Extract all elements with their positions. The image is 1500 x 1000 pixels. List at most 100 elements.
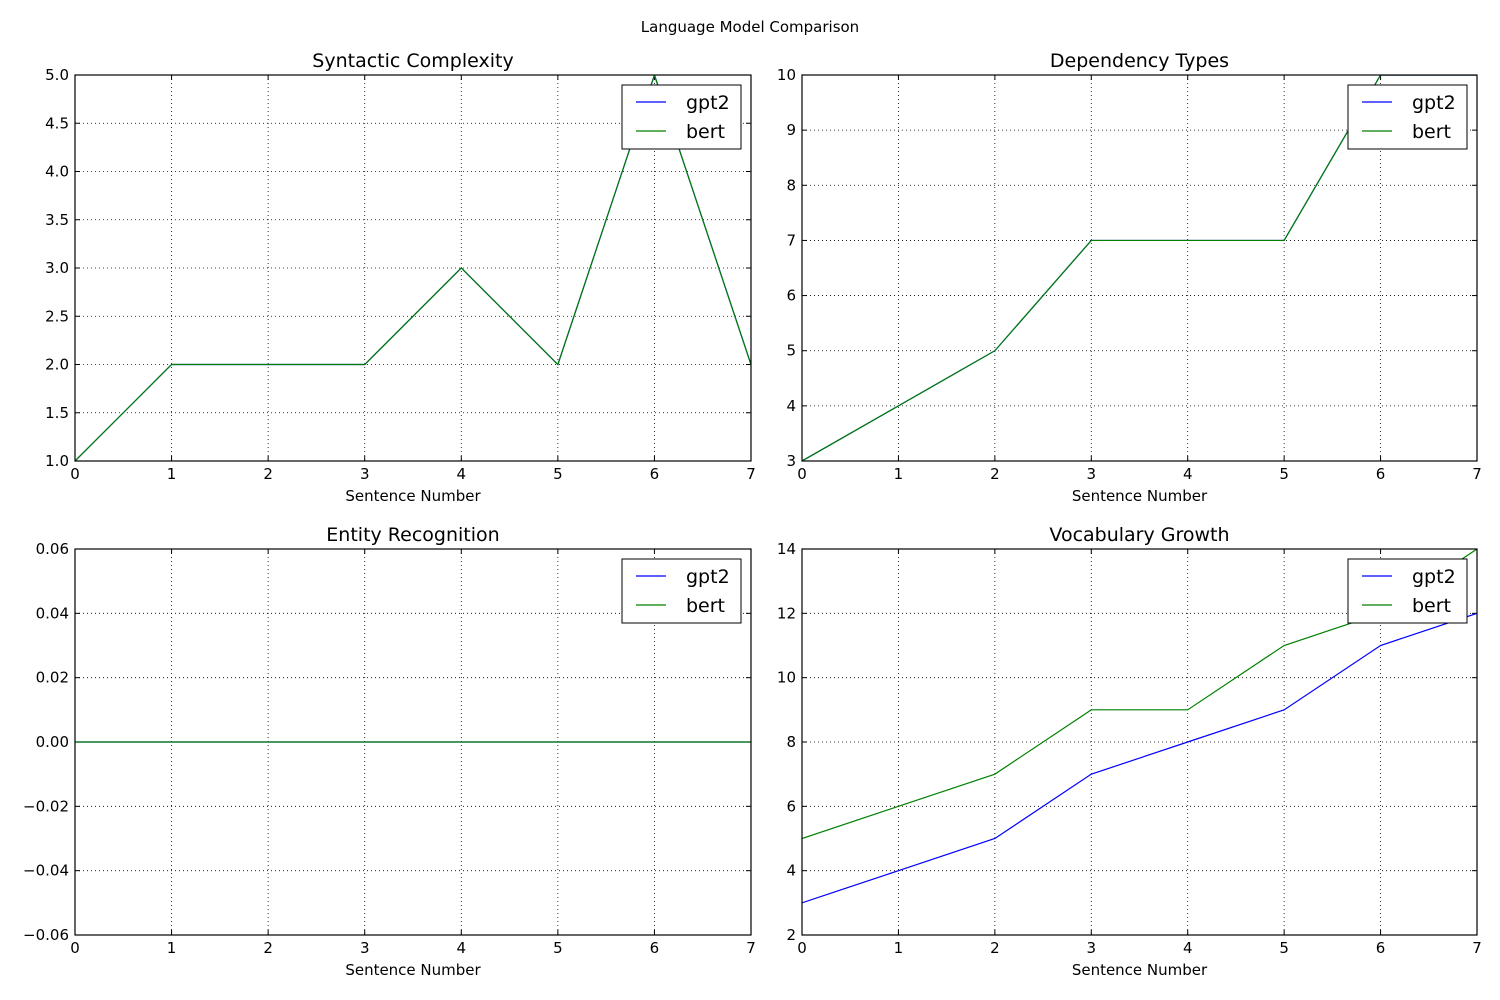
x-tick-label: 5	[553, 465, 563, 483]
series-line-gpt2	[802, 612, 1477, 904]
y-tick-label: 0.06	[36, 540, 69, 558]
x-tick-label: 3	[1087, 939, 1097, 957]
legend-box	[621, 84, 742, 150]
plot-frame	[74, 74, 752, 462]
legend-box	[1347, 558, 1468, 624]
legend: gpt2 bert	[621, 558, 742, 624]
y-tick-label: 12	[777, 604, 796, 622]
y-tick-label: 10	[777, 669, 796, 687]
x-axis-label: Sentence Number	[345, 487, 481, 505]
x-tick-label: 5	[1279, 465, 1289, 483]
x-tick-label: 6	[650, 465, 660, 483]
x-tick-label: 4	[457, 465, 467, 483]
plot-frame	[801, 548, 1478, 936]
x-axis-label: Sentence Number	[1072, 487, 1208, 505]
x-tick-label: 1	[167, 465, 177, 483]
legend-label: gpt2	[686, 92, 730, 114]
y-tick-label: 5.0	[45, 66, 69, 84]
y-tick-label: 8	[786, 733, 796, 751]
legend-label: bert	[686, 595, 725, 617]
y-tick-label: −0.06	[23, 926, 69, 944]
plot-frame	[74, 548, 752, 936]
x-tick-label: 2	[990, 939, 1000, 957]
legend: gpt2 bert	[1347, 84, 1468, 150]
y-tick-label: 2	[786, 926, 796, 944]
x-tick-label: 4	[1183, 465, 1193, 483]
y-tick-label: 2.5	[45, 307, 69, 325]
plot-frame	[801, 74, 1478, 462]
subplot-title: Entity Recognition	[326, 524, 499, 546]
legend-label: gpt2	[686, 566, 730, 588]
subplot-title: Dependency Types	[1050, 50, 1229, 72]
x-tick-label: 7	[1472, 939, 1482, 957]
y-tick-label: −0.02	[23, 797, 69, 815]
y-tick-label: 3	[786, 452, 796, 470]
y-tick-label: 7	[786, 231, 796, 249]
y-tick-label: 4.5	[45, 114, 69, 132]
subplot-title: Vocabulary Growth	[1049, 524, 1229, 546]
x-tick-label: 1	[894, 939, 904, 957]
x-tick-label: 0	[70, 939, 80, 957]
legend: gpt2 bert	[621, 84, 742, 150]
y-tick-label: 2.0	[45, 356, 69, 374]
y-tick-label: 9	[786, 121, 796, 139]
x-tick-label: 2	[263, 465, 273, 483]
legend-box	[1347, 84, 1468, 150]
x-tick-label: 2	[990, 465, 1000, 483]
x-tick-label: 7	[746, 465, 756, 483]
legend-label: gpt2	[1412, 92, 1456, 114]
x-tick-label: 7	[746, 939, 756, 957]
y-tick-label: 6	[786, 797, 796, 815]
y-tick-label: 0.00	[36, 733, 69, 751]
figure-title: Language Model Comparison	[641, 18, 859, 36]
x-axis-label: Sentence Number	[345, 961, 481, 979]
x-tick-label: 1	[894, 465, 904, 483]
x-tick-label: 6	[1376, 465, 1386, 483]
x-tick-label: 3	[1087, 465, 1097, 483]
subplot-title: Syntactic Complexity	[312, 50, 513, 72]
y-tick-label: −0.04	[23, 862, 69, 880]
y-tick-label: 14	[777, 540, 796, 558]
x-tick-label: 0	[797, 465, 807, 483]
x-tick-label: 2	[263, 939, 273, 957]
legend-label: bert	[1412, 595, 1451, 617]
x-tick-label: 4	[457, 939, 467, 957]
y-tick-label: 0.04	[36, 604, 69, 622]
y-tick-label: 4.0	[45, 163, 69, 181]
x-tick-label: 5	[1279, 939, 1289, 957]
y-tick-label: 4	[786, 397, 796, 415]
y-tick-label: 1.0	[45, 452, 69, 470]
y-tick-label: 1.5	[45, 404, 69, 422]
y-tick-label: 8	[786, 176, 796, 194]
x-tick-label: 0	[797, 939, 807, 957]
y-tick-label: 5	[786, 342, 796, 360]
x-axis-label: Sentence Number	[1072, 961, 1208, 979]
x-tick-label: 3	[360, 939, 370, 957]
y-tick-label: 6	[786, 287, 796, 305]
x-tick-label: 5	[553, 939, 563, 957]
x-tick-label: 4	[1183, 939, 1193, 957]
x-tick-label: 7	[1472, 465, 1482, 483]
y-tick-label: 10	[777, 66, 796, 84]
subplot-1: Syntactic Complexity 0 1 2 3 4 5 6 7 1.0 1.5 2.0 2.5…	[45, 50, 756, 505]
legend: gpt2 bert	[1347, 558, 1468, 624]
legend-label: bert	[686, 121, 725, 143]
y-tick-label: 4	[786, 862, 796, 880]
x-tick-label: 6	[1376, 939, 1386, 957]
legend-label: gpt2	[1412, 566, 1456, 588]
x-tick-label: 0	[70, 465, 80, 483]
y-tick-label: 3.5	[45, 211, 69, 229]
x-tick-label: 6	[650, 939, 660, 957]
y-tick-label: 0.02	[36, 669, 69, 687]
legend-label: bert	[1412, 121, 1451, 143]
legend-box	[621, 558, 742, 624]
subplot-2: Dependency Types 0 1 2 3 4 5 6 7 3 4 5 6 7 8 9 10 Sentenc…	[777, 50, 1482, 505]
subplot-3: Entity Recognition 0 1 2 3 4 5 6 7 −0.06 −0.04 −0.0…	[23, 524, 756, 979]
y-tick-label: 3.0	[45, 259, 69, 277]
x-tick-label: 3	[360, 465, 370, 483]
x-tick-label: 1	[167, 939, 177, 957]
